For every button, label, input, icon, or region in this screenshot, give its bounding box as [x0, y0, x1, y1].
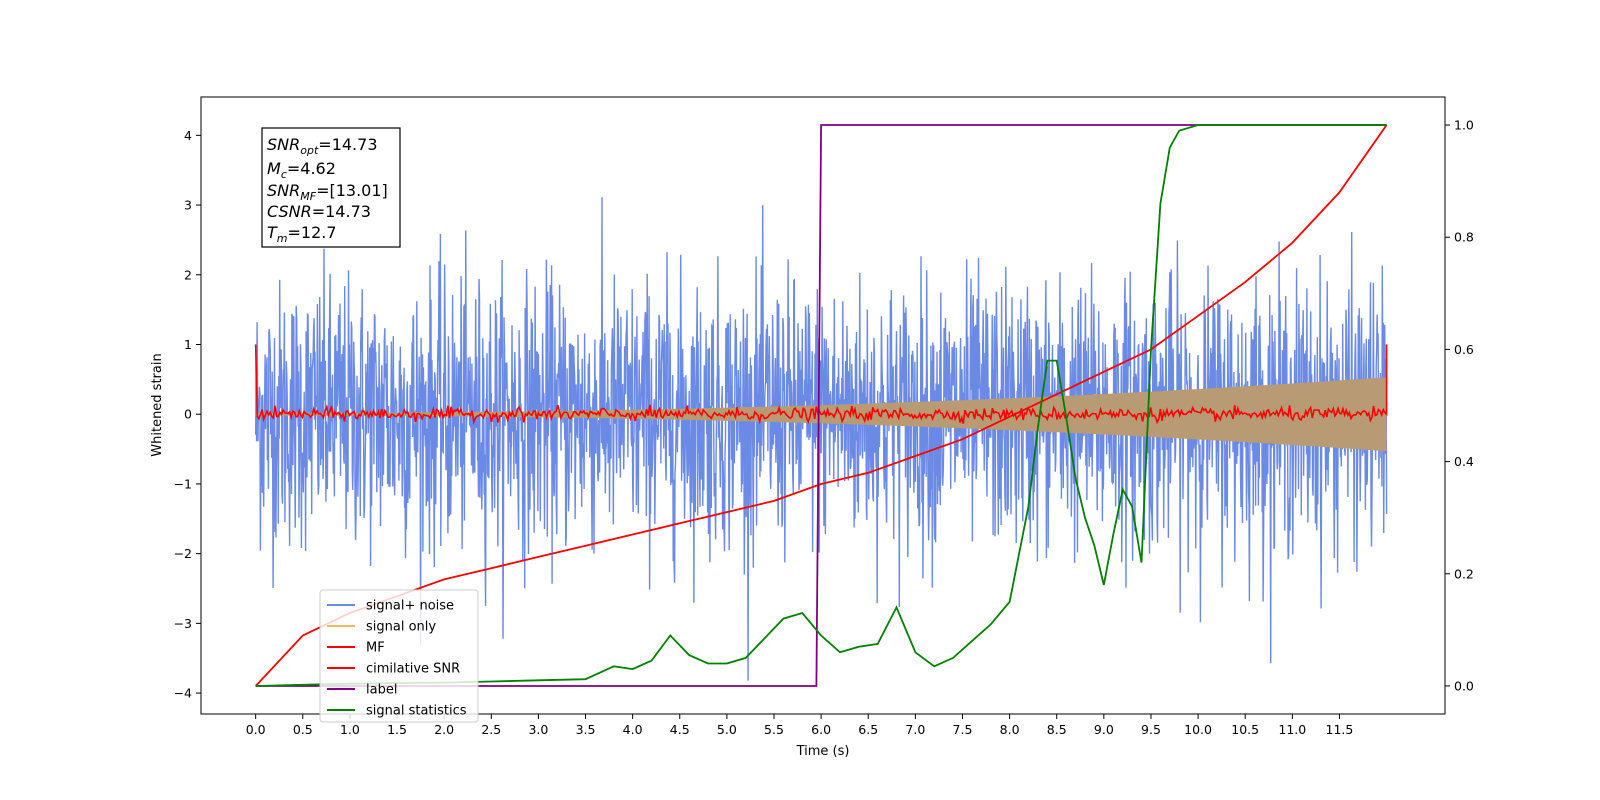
y-tick-label: −4 — [174, 686, 192, 701]
legend-frame — [319, 589, 479, 723]
x-tick-label: 0.0 — [246, 722, 266, 737]
annotation-tm: Tm=12.7 — [267, 223, 337, 245]
x-tick-label: 4.0 — [623, 722, 643, 737]
y2-tick-label: 0.8 — [1454, 230, 1474, 245]
legend-entry-label: label — [366, 683, 397, 698]
x-tick-label: 11.0 — [1278, 722, 1306, 737]
annotation-mc: Mc=4.62 — [267, 159, 336, 181]
legend-entry-label: cimilative SNR — [366, 662, 460, 677]
y2-tick-label: 0.2 — [1454, 566, 1474, 581]
annotation-snr-mf: SNRMF=[13.01] — [267, 181, 388, 203]
x-tick-label: 11.5 — [1326, 722, 1354, 737]
series-signal-noise — [255, 197, 1388, 681]
legend-entry-label: signal+ noise — [366, 599, 454, 614]
y-tick-label: 2 — [184, 267, 192, 282]
series-signal-statistics — [255, 124, 1387, 687]
y-tick-label: 0 — [184, 407, 192, 422]
y-tick-label: −3 — [174, 616, 192, 631]
legend-entry-label: MF — [366, 641, 385, 656]
legend: signal+ noise signal only MF cimilative SNR… — [319, 589, 479, 723]
x-tick-label: 0.5 — [293, 722, 313, 737]
x-tick-label: 3.0 — [528, 722, 548, 737]
series-cumulative-snr — [255, 124, 1388, 687]
y2-tick-label: 0.0 — [1454, 678, 1474, 693]
x-tick-label: 9.0 — [1094, 722, 1114, 737]
x-tick-label: 7.0 — [905, 722, 925, 737]
y-tick-label: 1 — [184, 337, 192, 352]
x-tick-label: 8.5 — [1047, 722, 1067, 737]
x-tick-label: 5.5 — [764, 722, 784, 737]
y2-tick-label: 0.4 — [1454, 454, 1474, 469]
series-label — [255, 124, 1387, 687]
y2-tick-label: 0.6 — [1454, 342, 1474, 357]
x-tick-label: 6.5 — [858, 722, 878, 737]
axes: 0.0 0.5 1.0 1.5 2.0 2.5 3.0 3.5 4.0 4.5 5.0 5.5 6.0 6… — [174, 118, 1474, 737]
x-tick-label: 2.5 — [481, 722, 501, 737]
x-tick-label: 10.5 — [1231, 722, 1259, 737]
x-tick-label: 6.0 — [811, 722, 831, 737]
y-tick-label: −2 — [174, 546, 192, 561]
x-tick-label: 5.0 — [717, 722, 737, 737]
x-tick-label: 1.5 — [387, 722, 407, 737]
series-mf — [254, 344, 1388, 426]
annotation-csnr: CSNR=14.73 — [267, 202, 371, 221]
plot-area — [254, 124, 1388, 687]
x-tick-label: 9.5 — [1141, 722, 1161, 737]
y-tick-label: −1 — [174, 476, 192, 491]
x-tick-label: 4.5 — [670, 722, 690, 737]
y-tick-label: 3 — [184, 198, 192, 213]
legend-entry-label: signal only — [366, 620, 436, 635]
legend-entry-label: signal statistics — [366, 704, 467, 719]
x-tick-label: 7.5 — [953, 722, 973, 737]
x-tick-label: 2.0 — [434, 722, 454, 737]
x-axis-label: Time (s) — [796, 744, 850, 759]
x-tick-label: 1.0 — [340, 722, 360, 737]
y-axis-label: Whitened strain — [150, 353, 165, 456]
x-tick-label: 8.0 — [1000, 722, 1020, 737]
plot-frame — [200, 96, 1446, 715]
x-tick-label: 3.5 — [576, 722, 596, 737]
annotation-snr-opt: SNRopt=14.73 — [267, 135, 378, 157]
annotation-frame — [261, 127, 401, 248]
y2-tick-label: 1.0 — [1454, 118, 1474, 133]
y-tick-label: 4 — [184, 128, 192, 143]
x-tick-label: 10.0 — [1184, 722, 1212, 737]
annotation-box: SNRopt=14.73 Mc=4.62 SNRMF=[13.01] CSNR=… — [261, 127, 401, 248]
